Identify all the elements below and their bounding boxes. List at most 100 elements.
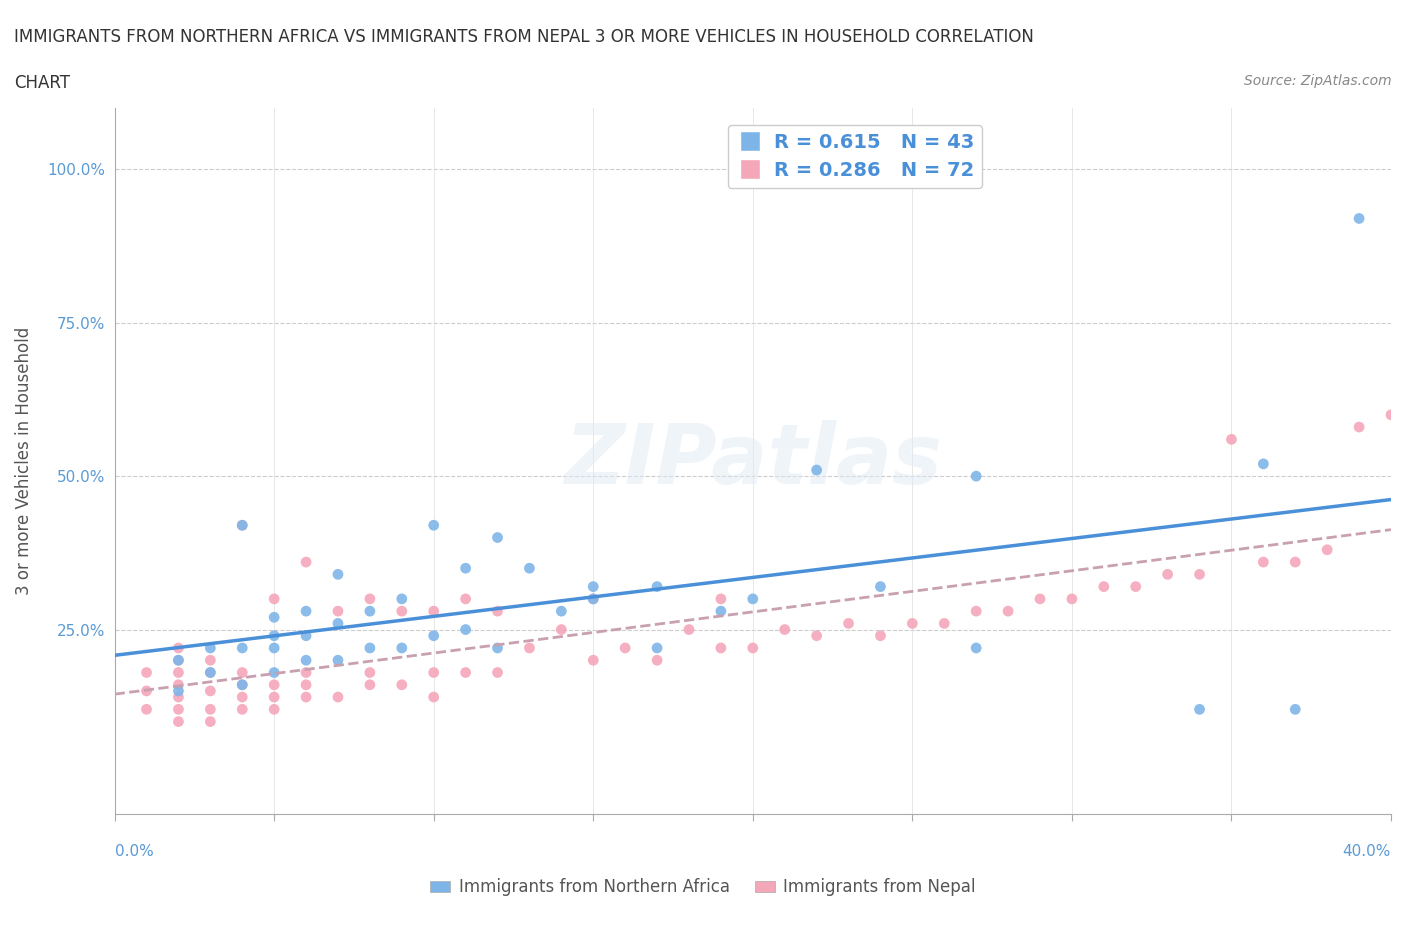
Point — [422, 604, 444, 618]
Point — [1253, 457, 1275, 472]
Point — [326, 604, 349, 618]
Point — [422, 629, 444, 644]
Point — [454, 622, 477, 637]
Point — [231, 677, 253, 692]
Text: 40.0%: 40.0% — [1343, 844, 1391, 859]
Point — [391, 641, 413, 656]
Point — [167, 665, 190, 680]
Point — [422, 518, 444, 533]
Point — [200, 714, 222, 729]
Point — [741, 591, 763, 606]
Point — [869, 579, 891, 594]
Point — [1092, 579, 1115, 594]
Point — [391, 677, 413, 692]
Point — [263, 677, 285, 692]
Point — [263, 665, 285, 680]
Point — [295, 554, 318, 569]
Point — [997, 604, 1019, 618]
Point — [710, 641, 733, 656]
Point — [1379, 407, 1402, 422]
Point — [486, 665, 509, 680]
Point — [550, 622, 572, 637]
Point — [167, 641, 190, 656]
Point — [582, 591, 605, 606]
Point — [231, 677, 253, 692]
Point — [263, 610, 285, 625]
Text: IMMIGRANTS FROM NORTHERN AFRICA VS IMMIGRANTS FROM NEPAL 3 OR MORE VEHICLES IN H: IMMIGRANTS FROM NORTHERN AFRICA VS IMMIG… — [14, 28, 1033, 46]
Y-axis label: 3 or more Vehicles in Household: 3 or more Vehicles in Household — [15, 326, 32, 595]
Point — [869, 629, 891, 644]
Point — [135, 665, 157, 680]
Point — [741, 641, 763, 656]
Point — [391, 604, 413, 618]
Point — [231, 690, 253, 705]
Point — [391, 591, 413, 606]
Point — [326, 653, 349, 668]
Text: 0.0%: 0.0% — [115, 844, 153, 859]
Point — [422, 665, 444, 680]
Point — [773, 622, 796, 637]
Text: ZIPatlas: ZIPatlas — [564, 420, 942, 501]
Point — [965, 641, 987, 656]
Point — [231, 518, 253, 533]
Legend: Immigrants from Northern Africa, Immigrants from Nepal: Immigrants from Northern Africa, Immigra… — [423, 871, 983, 903]
Point — [263, 702, 285, 717]
Point — [582, 591, 605, 606]
Point — [486, 530, 509, 545]
Point — [231, 518, 253, 533]
Point — [359, 604, 381, 618]
Point — [200, 653, 222, 668]
Point — [1253, 554, 1275, 569]
Point — [200, 665, 222, 680]
Point — [519, 641, 541, 656]
Point — [1060, 591, 1083, 606]
Point — [167, 684, 190, 698]
Point — [1348, 211, 1371, 226]
Point — [167, 653, 190, 668]
Point — [614, 641, 637, 656]
Text: Source: ZipAtlas.com: Source: ZipAtlas.com — [1244, 74, 1392, 88]
Point — [965, 604, 987, 618]
Point — [263, 690, 285, 705]
Point — [167, 702, 190, 717]
Point — [486, 604, 509, 618]
Point — [326, 616, 349, 631]
Point — [1284, 554, 1306, 569]
Point — [454, 591, 477, 606]
Text: CHART: CHART — [14, 74, 70, 92]
Point — [359, 591, 381, 606]
Point — [295, 629, 318, 644]
Point — [1348, 419, 1371, 434]
Point — [167, 714, 190, 729]
Point — [295, 653, 318, 668]
Point — [231, 702, 253, 717]
Point — [901, 616, 924, 631]
Point — [295, 604, 318, 618]
Point — [135, 702, 157, 717]
Point — [200, 684, 222, 698]
Point — [167, 677, 190, 692]
Point — [934, 616, 956, 631]
Point — [200, 641, 222, 656]
Point — [519, 561, 541, 576]
Point — [838, 616, 860, 631]
Point — [263, 629, 285, 644]
Legend: R = 0.615   N = 43, R = 0.286   N = 72: R = 0.615 N = 43, R = 0.286 N = 72 — [727, 125, 983, 188]
Point — [1284, 702, 1306, 717]
Point — [1220, 432, 1243, 446]
Point — [582, 579, 605, 594]
Point — [486, 641, 509, 656]
Point — [326, 690, 349, 705]
Point — [135, 684, 157, 698]
Point — [678, 622, 700, 637]
Point — [1125, 579, 1147, 594]
Point — [710, 604, 733, 618]
Point — [295, 677, 318, 692]
Point — [454, 561, 477, 576]
Point — [645, 579, 668, 594]
Point — [1188, 567, 1211, 582]
Point — [295, 665, 318, 680]
Point — [1029, 591, 1052, 606]
Point — [582, 653, 605, 668]
Point — [231, 665, 253, 680]
